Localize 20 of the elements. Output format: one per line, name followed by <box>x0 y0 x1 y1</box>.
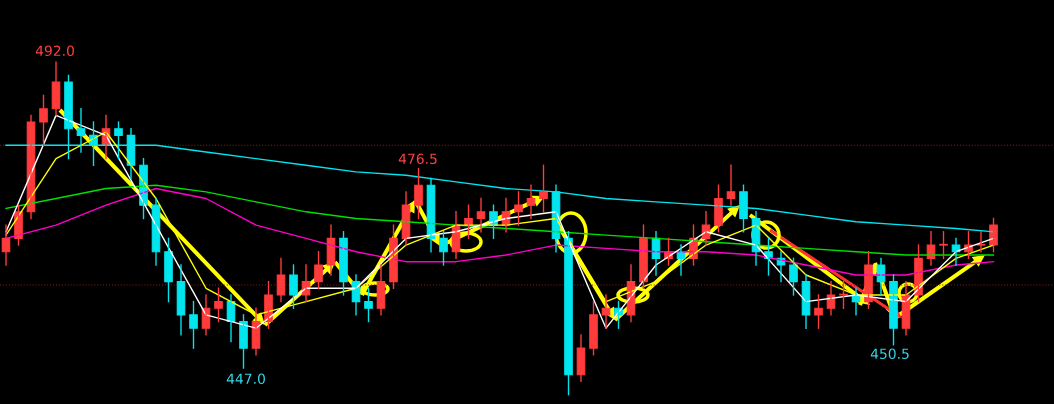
candlestick <box>989 217 998 253</box>
candlestick <box>314 251 323 289</box>
text: 492.0 <box>35 45 74 57</box>
candlestick <box>939 231 948 260</box>
annotation: 450.5 <box>870 348 909 360</box>
candlestick <box>289 264 298 309</box>
candlestick <box>814 294 823 329</box>
candlestick <box>589 300 598 356</box>
candlestick <box>39 94 48 147</box>
candlestick <box>564 231 573 396</box>
candlestick <box>839 280 848 309</box>
candlestick <box>164 237 173 303</box>
annotation: 447.0 <box>226 373 265 385</box>
candlestick <box>364 287 373 323</box>
candlestick <box>789 257 798 296</box>
annotation: 476.5 <box>398 153 437 165</box>
candlestick <box>414 167 423 220</box>
candlestick <box>189 300 198 349</box>
candlestick <box>439 231 448 266</box>
candlestick <box>214 287 223 323</box>
